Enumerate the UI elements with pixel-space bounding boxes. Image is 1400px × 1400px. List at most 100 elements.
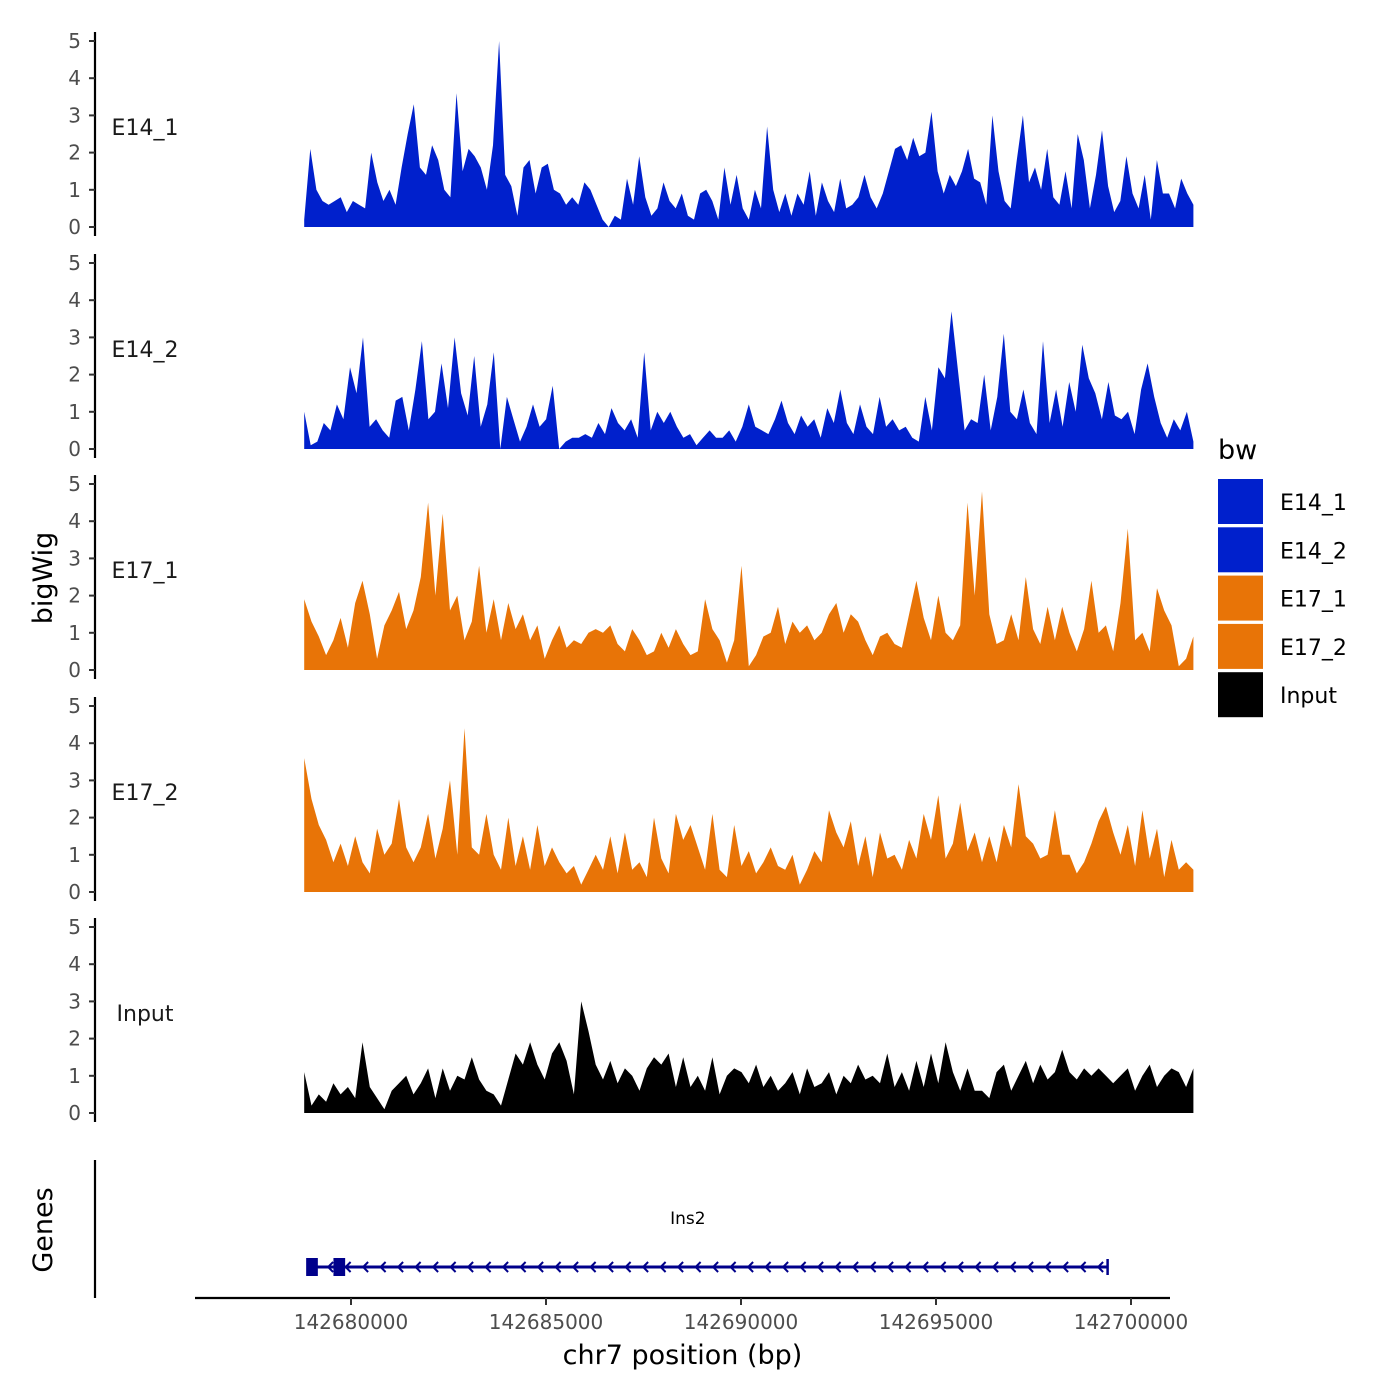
y-tick-label: 4 [68, 288, 81, 312]
strand-arrow-icon [1079, 1261, 1087, 1273]
strand-arrow-icon [344, 1261, 352, 1273]
y-tick-label: 4 [68, 952, 81, 976]
strand-arrow-icon [361, 1261, 369, 1273]
strand-arrow-icon [886, 1261, 894, 1273]
track-label-e17_1: E17_1 [112, 559, 179, 584]
y-tick-label: 0 [68, 880, 81, 904]
strand-arrow-icon [414, 1261, 422, 1273]
strand-arrow-icon [589, 1261, 597, 1273]
legend-label-input: Input [1280, 684, 1337, 709]
strand-arrow-icon [939, 1261, 947, 1273]
x-tick-label: 142700000 [1074, 1310, 1189, 1334]
strand-arrow-icon [659, 1261, 667, 1273]
strand-arrow-icon [641, 1261, 649, 1273]
strand-arrow-icon [799, 1261, 807, 1273]
x-tick-label: 142695000 [879, 1310, 994, 1334]
y-tick-label: 3 [68, 768, 81, 792]
gene-exon [333, 1258, 346, 1276]
y-tick-label: 2 [68, 363, 81, 387]
strand-arrow-icon [764, 1261, 772, 1273]
signal-area-e17_1 [304, 491, 1194, 670]
strand-arrow-icon [326, 1261, 334, 1273]
y-tick-label: 0 [68, 1101, 81, 1125]
y-axis-title: bigWig [28, 532, 59, 625]
y-tick-label: 5 [68, 472, 81, 496]
track-label-e14_2: E14_2 [112, 338, 179, 363]
legend-label-e14_2: E14_2 [1280, 539, 1347, 564]
y-tick-label: 3 [68, 546, 81, 570]
strand-arrow-icon [869, 1261, 877, 1273]
y-tick-label: 1 [68, 178, 81, 202]
strand-arrow-icon [571, 1261, 579, 1273]
track-label-e14_1: E14_1 [112, 116, 179, 141]
strand-arrow-icon [974, 1261, 982, 1273]
y-tick-label: 1 [68, 400, 81, 424]
track-label-e17_2: E17_2 [112, 781, 179, 806]
strand-arrow-icon [449, 1261, 457, 1273]
legend-swatch-e17_2 [1218, 623, 1263, 669]
strand-arrow-icon [729, 1261, 737, 1273]
legend-title: bw [1218, 435, 1257, 466]
strand-arrow-icon [1096, 1261, 1104, 1273]
legend-label-e17_2: E17_2 [1280, 636, 1347, 661]
strand-arrow-icon [676, 1261, 684, 1273]
strand-arrow-icon [484, 1261, 492, 1273]
strand-arrow-icon [536, 1261, 544, 1273]
strand-arrow-icon [379, 1261, 387, 1273]
y-tick-label: 2 [68, 584, 81, 608]
strand-arrow-icon [624, 1261, 632, 1273]
y-tick-label: 1 [68, 1064, 81, 1088]
gene-exon [306, 1258, 318, 1276]
y-tick-label: 0 [68, 437, 81, 461]
y-tick-label: 4 [68, 509, 81, 533]
legend-swatch-e14_1 [1218, 479, 1263, 524]
y-tick-label: 4 [68, 66, 81, 90]
strand-arrow-icon [851, 1261, 859, 1273]
y-tick-label: 2 [68, 1027, 81, 1051]
y-tick-label: 5 [68, 915, 81, 939]
y-tick-label: 4 [68, 731, 81, 755]
x-tick-label: 142680000 [294, 1310, 409, 1334]
strand-arrow-icon [904, 1261, 912, 1273]
strand-arrow-icon [956, 1261, 964, 1273]
y-tick-label: 2 [68, 806, 81, 830]
y-tick-label: 3 [68, 325, 81, 349]
strand-arrow-icon [431, 1261, 439, 1273]
y-tick-label: 5 [68, 694, 81, 718]
strand-arrow-icon [1044, 1261, 1052, 1273]
x-tick-label: 142690000 [684, 1310, 799, 1334]
strand-arrow-icon [834, 1261, 842, 1273]
y-tick-label: 5 [68, 29, 81, 53]
x-tick-label: 142685000 [489, 1310, 604, 1334]
y-tick-label: 0 [68, 215, 81, 239]
strand-arrow-icon [606, 1261, 614, 1273]
strand-arrow-icon [1009, 1261, 1017, 1273]
track-label-input: Input [117, 1002, 174, 1027]
x-axis-title: chr7 position (bp) [563, 1340, 803, 1371]
y-tick-label: 1 [68, 621, 81, 645]
signal-area-e14_2 [304, 311, 1194, 449]
y-tick-label: 0 [68, 658, 81, 682]
strand-arrow-icon [694, 1261, 702, 1273]
signal-area-input [304, 1001, 1194, 1113]
y-tick-label: 2 [68, 141, 81, 165]
legend-swatch-e17_1 [1218, 575, 1263, 621]
strand-arrow-icon [466, 1261, 474, 1273]
strand-arrow-icon [501, 1261, 509, 1273]
strand-arrow-icon [816, 1261, 824, 1273]
y-tick-label: 3 [68, 103, 81, 127]
signal-area-e14_1 [304, 41, 1194, 227]
strand-arrow-icon [921, 1261, 929, 1273]
strand-arrow-icon [781, 1261, 789, 1273]
legend-label-e17_1: E17_1 [1280, 588, 1347, 613]
genes-panel-title: Genes [28, 1187, 59, 1272]
legend-swatch-e14_2 [1218, 527, 1263, 573]
gene-label-ins2: Ins2 [670, 1209, 705, 1229]
y-tick-label: 3 [68, 989, 81, 1013]
strand-arrow-icon [991, 1261, 999, 1273]
legend-label-e14_1: E14_1 [1280, 491, 1347, 516]
strand-arrow-icon [746, 1261, 754, 1273]
legend-swatch-input [1218, 672, 1263, 718]
